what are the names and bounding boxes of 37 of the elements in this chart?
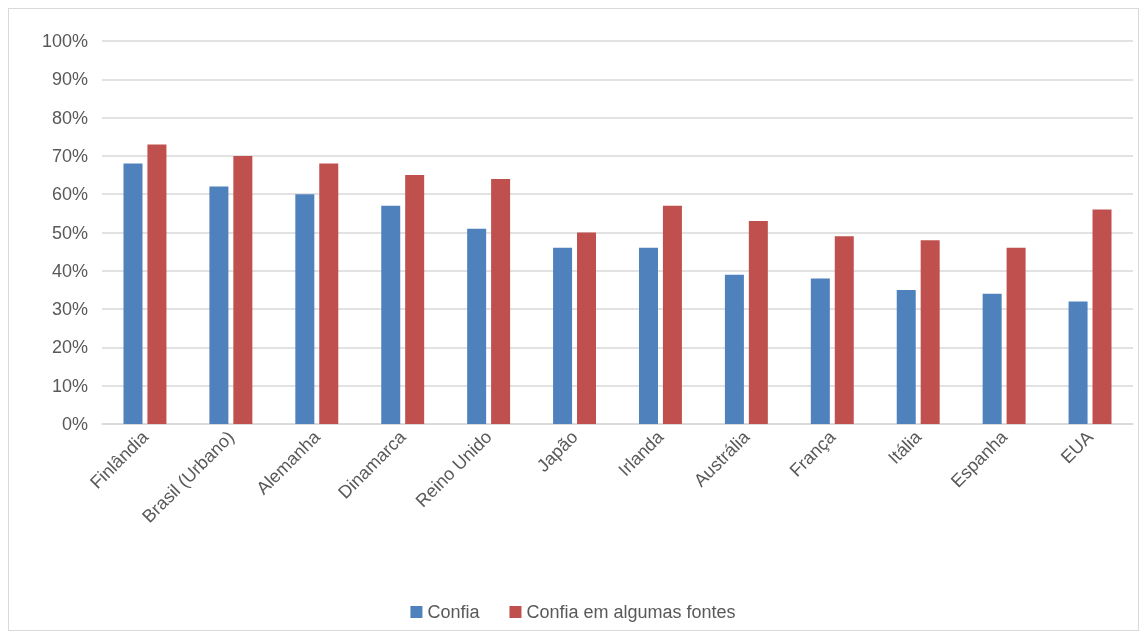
- bar: [896, 289, 916, 424]
- bar: [662, 205, 682, 424]
- bar: [982, 293, 1002, 424]
- bar: [1068, 301, 1088, 424]
- y-tick-label: 40%: [51, 260, 88, 281]
- y-tick-label: 0%: [61, 414, 88, 434]
- bar: [209, 186, 229, 424]
- bar: [319, 163, 339, 424]
- bar: [577, 232, 597, 424]
- bar: [467, 228, 487, 424]
- legend-label: Confia em algumas fontes: [526, 602, 736, 622]
- y-tick-label: 70%: [51, 145, 88, 166]
- bar: [748, 221, 768, 424]
- bar: [638, 247, 658, 424]
- y-tick-label: 10%: [51, 375, 88, 396]
- y-tick-label: 30%: [51, 299, 88, 320]
- bar: [834, 236, 854, 424]
- bar: [405, 175, 425, 424]
- bar: [810, 278, 830, 424]
- y-tick-label: 100%: [41, 31, 88, 51]
- bar: [920, 240, 940, 424]
- y-tick-label: 20%: [51, 337, 88, 358]
- bar: [233, 155, 253, 424]
- y-tick-label: 60%: [51, 184, 88, 205]
- bar: [123, 163, 143, 424]
- bar: [1092, 209, 1112, 424]
- y-tick-label: 90%: [51, 69, 88, 90]
- y-tick-label: 80%: [51, 107, 88, 128]
- y-tick-label: 50%: [51, 222, 88, 243]
- bar: [724, 274, 744, 424]
- bar: [381, 205, 401, 424]
- bar: [1006, 247, 1026, 424]
- bar: [491, 178, 511, 424]
- legend-label: Confia: [427, 602, 481, 622]
- bar: [147, 144, 167, 424]
- bar: [553, 247, 573, 424]
- bar: [295, 194, 315, 424]
